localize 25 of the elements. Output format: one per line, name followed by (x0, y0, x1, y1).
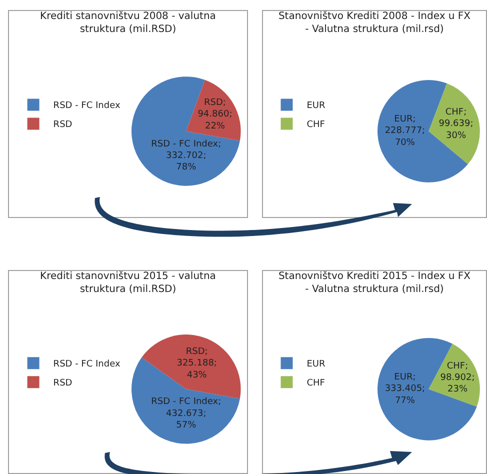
data-label: RSD - FC Index; 432.673; 57% (151, 397, 222, 431)
legend-label: RSD (53, 120, 72, 130)
legend-label: EUR (306, 101, 326, 112)
legend-label: CHF (306, 378, 325, 389)
pie-slice (378, 338, 477, 440)
data-label: RSD; 94.860; 22% (198, 98, 232, 132)
data-label: EUR; 228.777; 70% (384, 114, 426, 148)
data-label: CHF; 99.639; 30% (438, 107, 474, 141)
data-label: CHF; 98.902; 23% (440, 361, 475, 395)
chart-title: Stanovništvo Krediti 2015 - Index u FX - Valutna struktura (mil.rsd) (278, 271, 471, 296)
legend-label: CHF (306, 120, 325, 130)
data-label: EUR; 333.405; 77% (384, 372, 426, 406)
pie-slice (132, 357, 240, 444)
legend-label: RSD - FC Index (53, 360, 121, 370)
legend-label: EUR (306, 360, 326, 370)
chart-title: Krediti stanovništvu 2015 - valutna struktura (mil.RSD) (40, 271, 216, 296)
pie-slice (132, 76, 240, 186)
data-label: RSD; 325.188; 43% (176, 346, 217, 380)
data-label: RSD - FC Index; 332.702; 78% (151, 139, 222, 173)
pie-slice (428, 83, 480, 164)
pie-slice (142, 334, 241, 399)
chart-title: Stanovništvo Krediti 2008 - Index u FX - Valutna struktura (mil.rsd) (278, 11, 471, 36)
legend-label: RSD (53, 378, 72, 389)
chart-title: Krediti stanovništvu 2008 - valutna struktura (mil.RSD) (40, 11, 216, 36)
legend-label: RSD - FC Index (53, 101, 121, 112)
